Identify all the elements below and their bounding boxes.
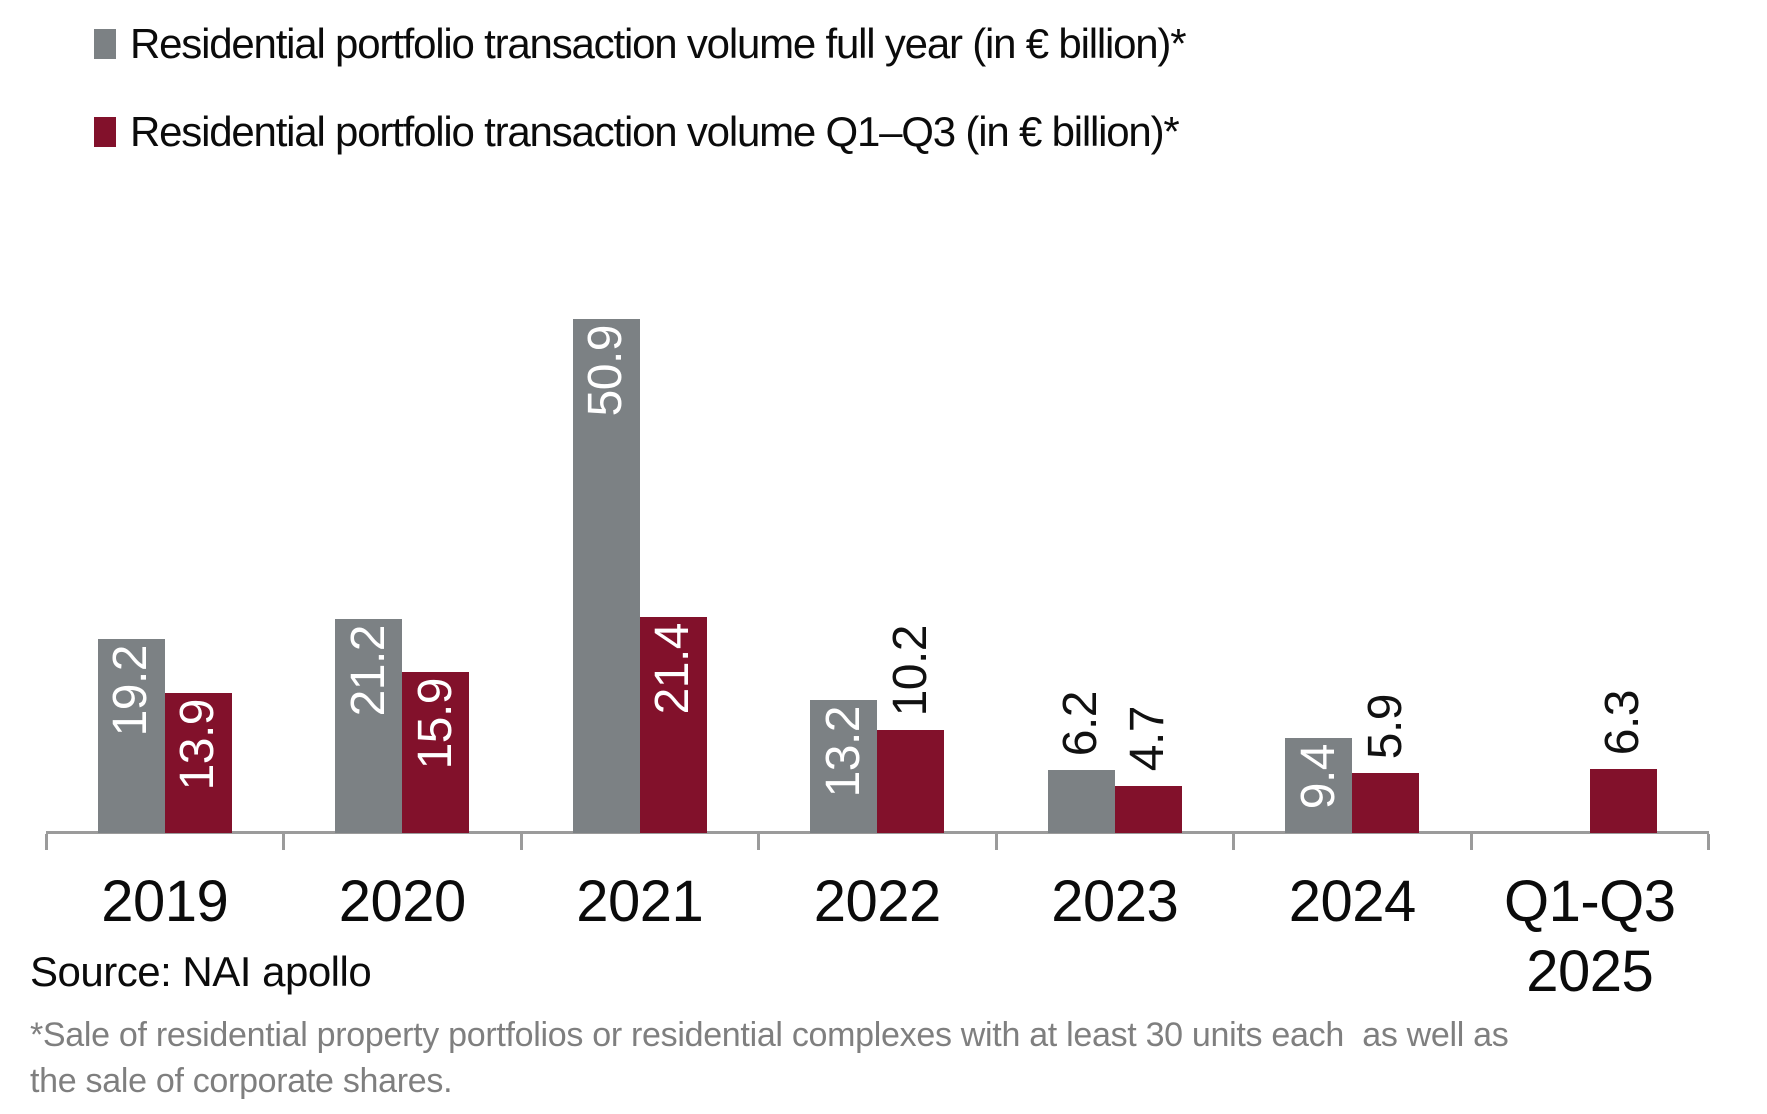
footnote: *Sale of residential property portfolios…: [30, 1012, 1509, 1104]
axis-tick: [282, 834, 285, 850]
x-axis-label-2020: 2020: [338, 869, 467, 934]
x-axis-label-2024: 2024: [1288, 869, 1417, 934]
bar-value-label: 13.2: [816, 705, 870, 798]
x-axis-label-2022: 2022: [813, 869, 942, 934]
bar-q1q3-2019: [164, 692, 232, 833]
axis-tick: [519, 834, 523, 850]
legend-item-full-year: Residential portfolio transaction volume…: [94, 20, 1187, 68]
legend-marker-full-year-icon: [94, 29, 116, 59]
footnote-line-1: *Sale of residential property portfolios…: [30, 1016, 1509, 1054]
bar-full-year-2024: [1285, 738, 1353, 833]
legend: Residential portfolio transaction volume…: [94, 20, 1187, 156]
bar-q1q3-2023: [1114, 785, 1182, 833]
axis-tick: [757, 834, 760, 850]
bar-value-label: 10.2: [883, 624, 937, 716]
x-axis-label-2021: 2021: [576, 869, 704, 934]
bar-value-label: 9.4: [1291, 744, 1345, 810]
legend-label-full-year: Residential portfolio transaction volume…: [130, 20, 1187, 67]
bar-value-label: 15.9: [408, 678, 462, 770]
axis-tick: [1232, 834, 1235, 850]
axis-tick: [1469, 834, 1473, 850]
bar-value-label: 6.3: [1596, 690, 1650, 756]
x-axis-label-2019: 2019: [101, 869, 229, 934]
footnote-line-2: the sale of corporate shares.: [30, 1062, 453, 1100]
bar-value-label: 21.2: [341, 624, 395, 717]
bar-q1q3-2020: [402, 672, 470, 833]
legend-marker-q1-q3-icon: [94, 117, 116, 147]
bar-value-label: 6.2: [1054, 691, 1108, 757]
bar-q1q3-Q1-Q3-2025: [1589, 769, 1657, 833]
bar-q1q3-2024: [1352, 773, 1420, 833]
axis-tick: [994, 834, 998, 850]
x-axis-label-Q1-Q3-2025: Q1-Q3 2025: [1503, 869, 1676, 1004]
bar-q1q3-2021: [639, 616, 707, 833]
bar-full-year-2023: [1047, 770, 1115, 833]
axis-tick: [44, 834, 48, 850]
bar-full-year-2022: [810, 699, 878, 833]
bar-value-label: 19.2: [104, 645, 158, 737]
bar-value-label: 21.4: [646, 622, 700, 715]
bar-value-label: 5.9: [1358, 694, 1412, 760]
bar-full-year-2020: [335, 618, 403, 833]
legend-label-q1-q3: Residential portfolio transaction volume…: [130, 108, 1180, 155]
bar-q1q3-2022: [877, 729, 945, 833]
bar-value-label: 4.7: [1121, 706, 1175, 772]
bar-full-year-2019: [97, 639, 165, 833]
bar-value-label: 50.9: [579, 324, 633, 417]
x-axis-label-2023: 2023: [1051, 869, 1179, 934]
bar-value-label: 13.9: [171, 698, 225, 791]
axis-tick: [1707, 834, 1710, 850]
legend-item-q1-q3: Residential portfolio transaction volume…: [94, 108, 1185, 156]
source-text: Source: NAI apollo: [30, 948, 372, 995]
bar-chart: 19.2 13.9 2019 21.2 15.9 2020 50.9 21.4 2021 13.2…: [44, 233, 1710, 1004]
bar-full-year-2021: [572, 318, 640, 833]
